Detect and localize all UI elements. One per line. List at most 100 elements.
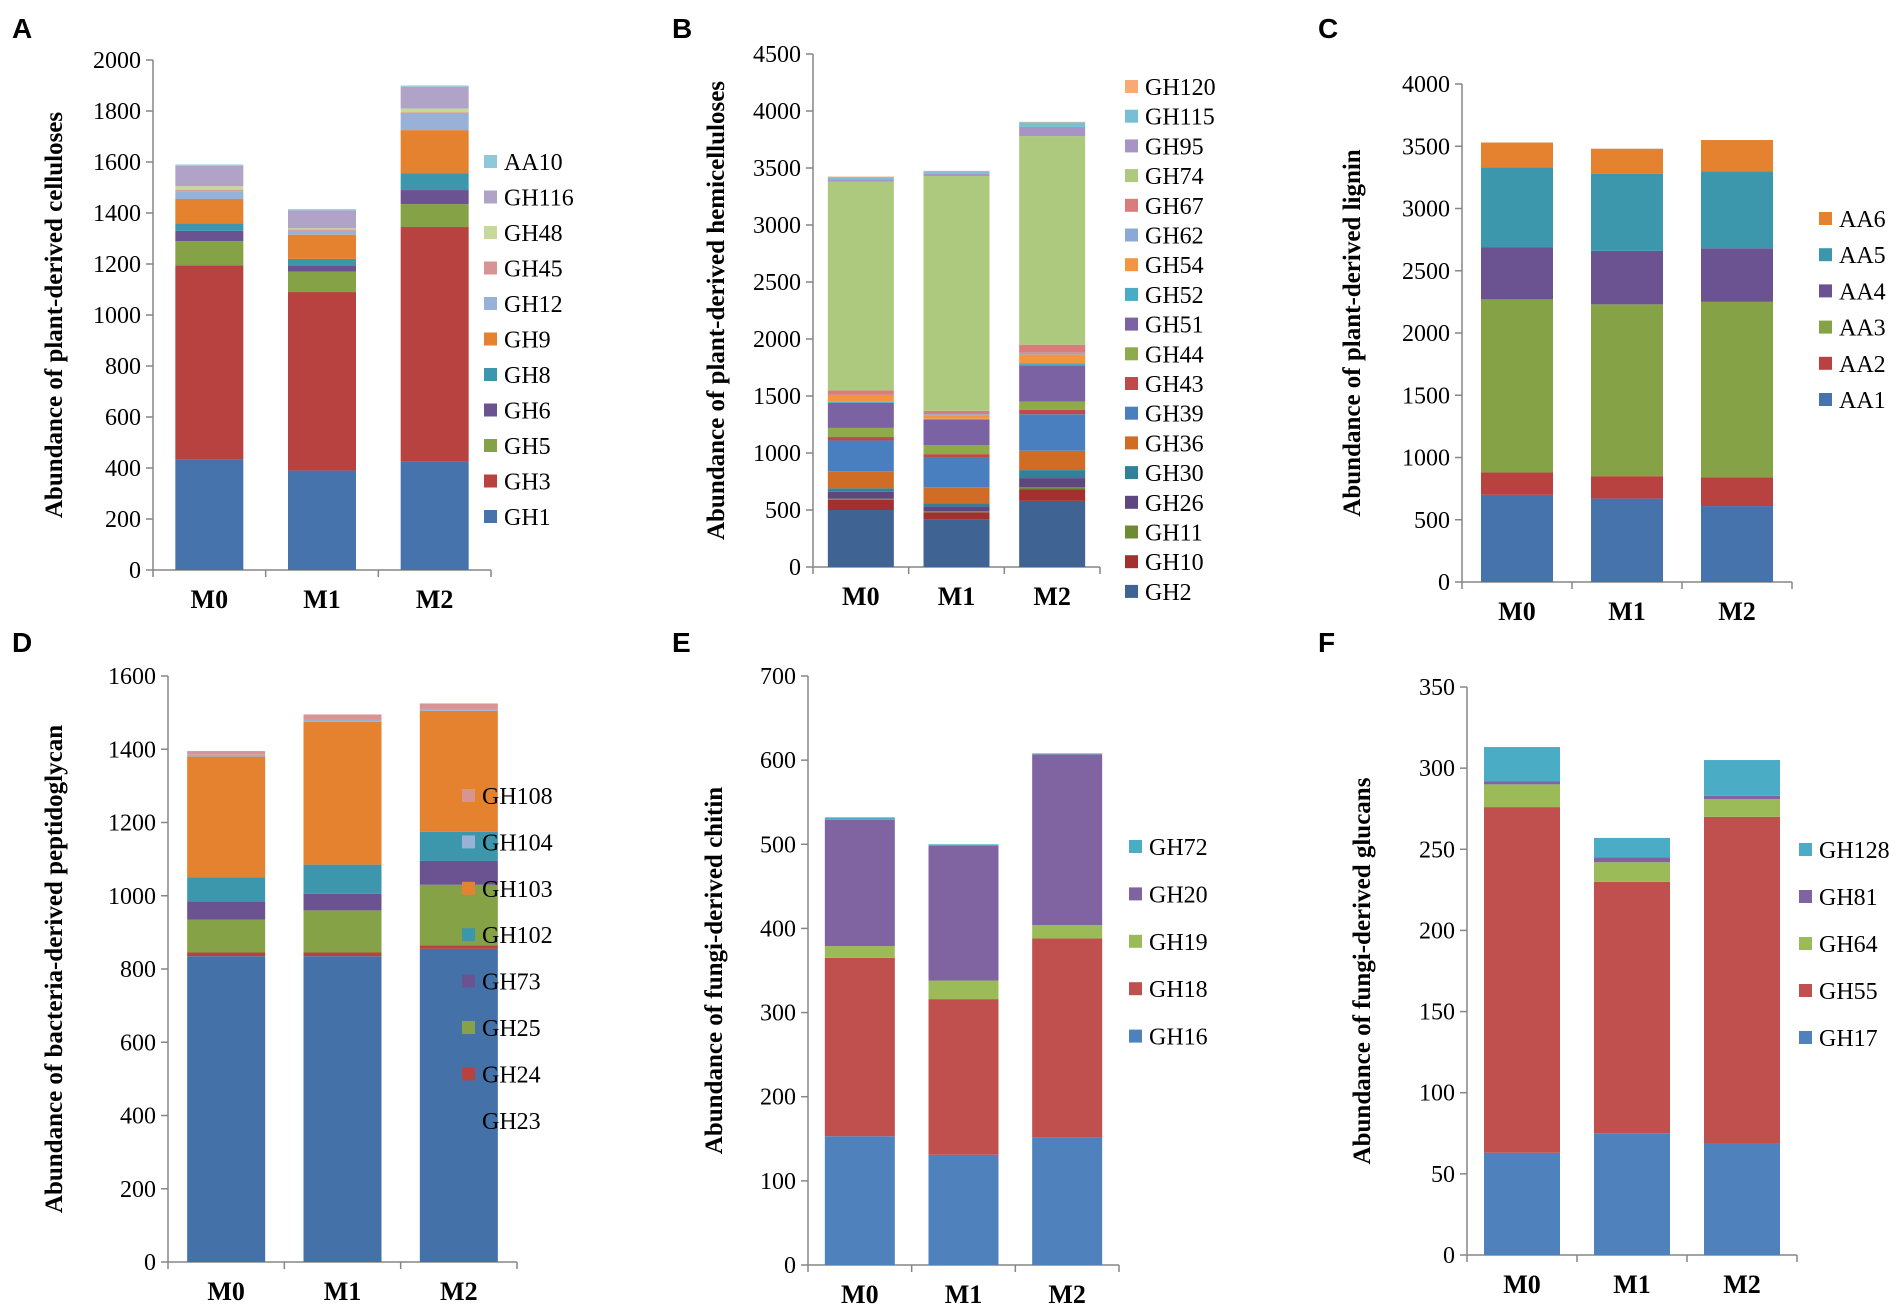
bar-segment-m1-aa5 [1591, 173, 1663, 251]
y-tick-label: 1600 [93, 150, 141, 176]
bar-segment-m2-gh64 [1704, 798, 1780, 817]
bar-segment-m1-gh3 [288, 292, 356, 471]
y-tick-label: 800 [120, 957, 156, 983]
bar-segment-m2-gh10 [1019, 489, 1086, 501]
legend-swatch-gh54 [1125, 258, 1138, 272]
bar-segment-m0-gh74 [827, 181, 894, 391]
x-tick-label-m0: M0 [1498, 597, 1536, 626]
chart-a: 0 200 400 600 800 1000 1200 1400 1600 1800 2000 M0 M… [41, 48, 574, 614]
legend-label-gh26: GH26 [1145, 491, 1204, 517]
bar-segment-m2-gh52 [1019, 363, 1086, 366]
legend-label-gh72: GH72 [1149, 835, 1208, 861]
bar-segment-m1-gh81 [1594, 857, 1670, 863]
bar-segment-m0-gh36 [827, 471, 894, 489]
legend-swatch-gh102 [462, 928, 475, 942]
bar-segment-m0-aa2 [1481, 472, 1553, 495]
bar-segment-m0-gh26 [827, 491, 894, 499]
bar-segment-m0-gh81 [1484, 781, 1560, 785]
bar-segment-m0-aa5 [1481, 167, 1553, 248]
legend-label-gh36: GH36 [1145, 431, 1204, 457]
bar-segment-m1-gh25 [303, 910, 382, 953]
bar-segment-m2-gh45 [400, 112, 469, 114]
bar-segment-m2-gh108 [419, 703, 498, 709]
y-axis-label: Abundance of plant-derived celluloses [41, 112, 68, 519]
bar-segment-m0-gh43 [827, 437, 894, 441]
y-tick-label: 1200 [108, 811, 156, 837]
legend-swatch-aa4 [1819, 284, 1832, 298]
legend-label-gh12: GH12 [504, 292, 563, 318]
bar-segment-m1-gh67 [923, 410, 990, 415]
bar-segment-m1-gh2 [923, 519, 990, 567]
bar-segment-m2-gh1 [400, 461, 469, 570]
bar-segment-m2-gh67 [1019, 344, 1086, 353]
bar-segment-m2-aa1 [1701, 506, 1773, 582]
bar-segment-m2-gh9 [400, 130, 469, 174]
bar-segment-m2-gh25 [419, 884, 498, 946]
bar-segment-m0-gh54 [827, 396, 894, 402]
bar-segment-m1-gh55 [1594, 881, 1670, 1134]
bar-segment-m0-gh25 [187, 919, 266, 953]
bar-segment-m0-gh116 [175, 165, 244, 187]
legend-label-gh9: GH9 [504, 328, 551, 354]
bar-segment-m1-gh64 [1594, 862, 1670, 882]
bar-segment-m1-gh10 [923, 512, 990, 520]
y-tick-label: 600 [105, 405, 141, 431]
y-tick-label: 2000 [1402, 321, 1450, 347]
bar-segment-m0-gh128 [1484, 747, 1560, 782]
y-tick-label: 100 [760, 1169, 796, 1195]
bar-segment-m1-gh108 [303, 714, 382, 720]
legend-label-gh120: GH120 [1145, 75, 1216, 101]
y-tick-label: 0 [144, 1250, 156, 1276]
legend-swatch-gh81 [1799, 890, 1812, 903]
bar-segment-m1-gh120 [923, 170, 990, 172]
bar-segment-m2-gh8 [400, 173, 469, 191]
legend-swatch-gh55 [1799, 984, 1812, 997]
bar-segment-m2-aa10 [400, 85, 469, 87]
bar-segment-m2-aa6 [1701, 140, 1773, 172]
legend-label-gh104: GH104 [482, 830, 553, 856]
y-tick-label: 200 [760, 1085, 796, 1111]
bar-segment-m1-gh18 [928, 999, 999, 1155]
y-tick-label: 350 [1419, 675, 1455, 701]
bar-segment-m1-gh95 [923, 173, 990, 176]
bar-segment-m1-gh128 [1594, 837, 1670, 858]
bar-segment-m0-gh10 [827, 499, 894, 510]
legend-label-gh73: GH73 [482, 970, 541, 996]
bar-segment-m0-gh104 [187, 754, 266, 757]
bar-segment-m2-gh39 [1019, 414, 1086, 451]
legend-label-gh25: GH25 [482, 1016, 541, 1042]
x-tick-label-m0: M0 [842, 582, 880, 611]
legend-swatch-gh11 [1125, 525, 1138, 539]
y-tick-label: 200 [1419, 918, 1455, 944]
legend-swatch-gh44 [1125, 347, 1138, 361]
bar-segment-m1-gh12 [288, 230, 356, 235]
chart-d: 0 200 400 600 800 1000 1200 1400 1600 M0 M1 M2 Abund… [41, 664, 553, 1306]
bar-segment-m2-gh44 [1019, 401, 1086, 410]
legend-swatch-gh26 [1125, 495, 1138, 509]
legend-swatch-gh36 [1125, 436, 1138, 450]
bar-segment-m2-gh51 [1019, 365, 1086, 402]
legend-swatch-aa5 [1819, 248, 1832, 262]
legend-label-gh74: GH74 [1145, 164, 1204, 190]
bar-segment-m0-gh20 [824, 819, 895, 947]
bar-segment-m1-gh62 [923, 414, 990, 416]
bar-segment-m0-gh102 [187, 877, 266, 902]
x-tick-label-m1: M1 [945, 1280, 983, 1304]
legend-label-gh8: GH8 [504, 363, 551, 389]
bar-segment-m0-gh115 [827, 177, 894, 180]
legend-swatch-gh73 [462, 974, 475, 988]
y-tick-label: 500 [1414, 508, 1450, 534]
legend-swatch-gh6 [484, 403, 497, 417]
bar-segment-m0-gh24 [187, 952, 266, 957]
y-axis-label: Abundance of bacteria-derived peptidogly… [41, 725, 68, 1213]
panel-label-c: C [1318, 13, 1338, 44]
bar-segment-m2-gh3 [400, 227, 469, 462]
y-tick-label: 50 [1431, 1162, 1455, 1188]
bar-segment-m1-gh36 [923, 487, 990, 504]
legend-label-gh23: GH23 [482, 1109, 541, 1135]
bar-segment-m0-gh2 [827, 510, 894, 567]
bar-segment-m1-aa6 [1591, 148, 1663, 174]
bar-segment-m0-gh18 [824, 957, 895, 1137]
x-tick-label-m1: M1 [324, 1277, 362, 1304]
legend-swatch-gh74 [1125, 169, 1138, 183]
